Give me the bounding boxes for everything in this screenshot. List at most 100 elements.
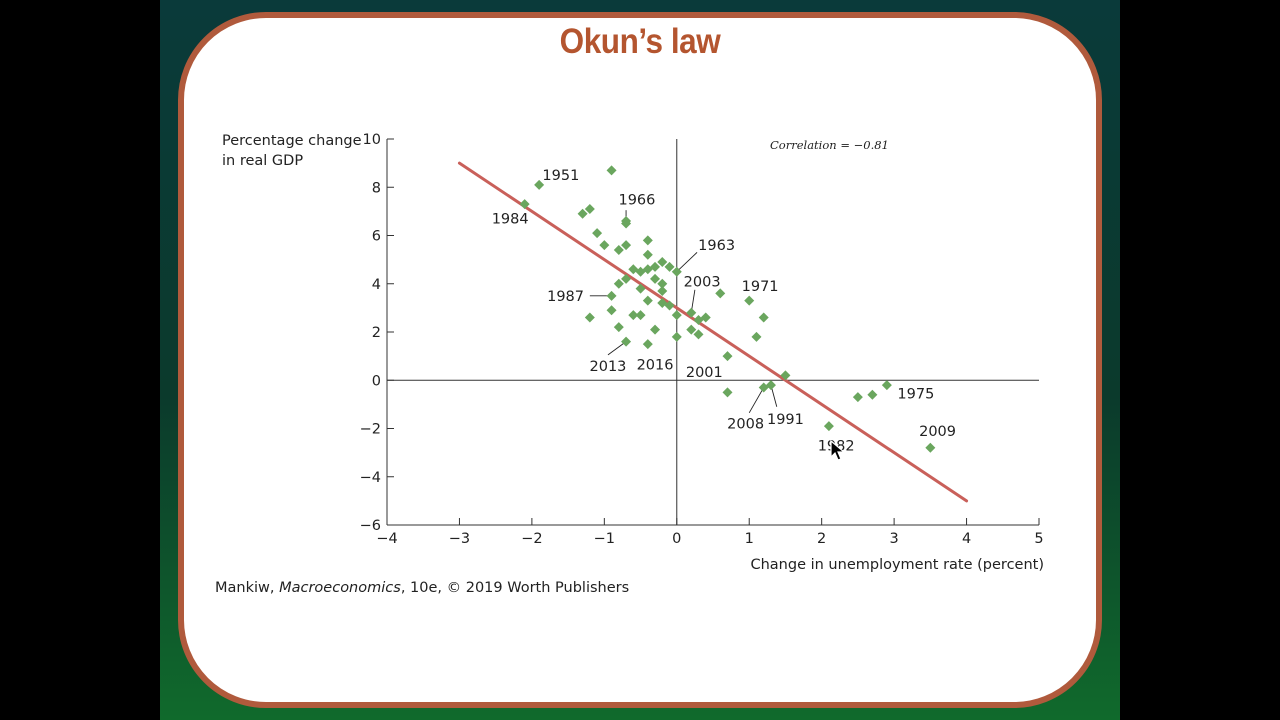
- data-point: [693, 329, 704, 340]
- data-point: [650, 324, 661, 335]
- data-point: [613, 278, 624, 289]
- data-point: [780, 370, 791, 381]
- y-axis-label-line2: in real GDP: [222, 153, 303, 169]
- data-point: [664, 300, 675, 311]
- data-point: [671, 266, 682, 277]
- mouse-cursor-icon: [830, 440, 846, 461]
- caption-author: Mankiw,: [215, 580, 280, 596]
- data-point: [823, 421, 834, 432]
- y-tick-label: −6: [360, 518, 381, 534]
- data-point: [657, 257, 668, 268]
- x-tick-label: 1: [745, 531, 754, 547]
- slide-frame: [178, 12, 1102, 708]
- data-point: [635, 310, 646, 321]
- year-label: 1966: [618, 192, 655, 208]
- year-label: 1975: [897, 387, 934, 403]
- data-point: [686, 307, 697, 318]
- data-point: [642, 295, 653, 306]
- year-labels-layer: 1951 1984 1966 1963 2003 1971 1987 2013 2016 2001…: [492, 168, 956, 454]
- data-points-layer: [519, 165, 936, 453]
- correlation-annotation: Correlation = −0.81: [770, 138, 889, 152]
- y-tick-label: −2: [360, 422, 381, 438]
- data-point: [606, 305, 617, 316]
- x-tick-label: −1: [594, 531, 615, 547]
- year-label: 2008: [727, 417, 764, 433]
- data-point: [642, 339, 653, 350]
- data-point: [613, 322, 624, 333]
- y-tick-label: 2: [372, 325, 381, 341]
- leader-line: [748, 387, 765, 414]
- y-tick-label: 4: [372, 277, 381, 293]
- data-point: [628, 310, 639, 321]
- y-tick-label: 0: [372, 373, 381, 389]
- x-axis-label: Change in unemployment rate (percent): [750, 557, 1044, 573]
- data-point: [686, 324, 697, 335]
- data-point: [758, 312, 769, 323]
- x-tick-label: 0: [672, 531, 681, 547]
- data-point: [621, 273, 632, 284]
- data-point: [642, 235, 653, 246]
- data-point: [664, 261, 675, 272]
- y-axis-label-line1: Percentage change: [222, 133, 362, 149]
- data-point: [852, 392, 863, 403]
- y-tick-label: 10: [363, 132, 381, 148]
- x-tick-label: 4: [962, 531, 971, 547]
- data-point: [671, 331, 682, 342]
- data-point: [584, 203, 595, 214]
- data-point: [592, 228, 603, 239]
- year-label: 2013: [590, 359, 627, 375]
- y-tick-label: −4: [360, 470, 381, 486]
- data-point: [722, 351, 733, 362]
- x-tick-label: −4: [376, 531, 397, 547]
- year-label: 1951: [542, 168, 579, 184]
- caption-edition: , 10e, © 2019 Worth Publishers: [400, 580, 630, 596]
- data-point: [657, 278, 668, 289]
- leader-line: [676, 252, 698, 273]
- year-label: 2003: [684, 274, 721, 290]
- year-label: 1971: [742, 279, 779, 295]
- slide-title: Okun’s law: [559, 22, 721, 61]
- source-caption: Mankiw, Macroeconomics, 10e, © 2019 Wort…: [215, 580, 629, 596]
- data-point: [534, 179, 545, 190]
- year-label: 2001: [686, 365, 723, 381]
- regression-line: [457, 161, 969, 503]
- data-point: [715, 288, 726, 299]
- data-point: [744, 295, 755, 306]
- year-label: 2009: [919, 424, 956, 440]
- y-tick-label: 8: [372, 180, 381, 196]
- data-point: [621, 336, 632, 347]
- year-label: 2016: [637, 358, 674, 374]
- data-point: [650, 273, 661, 284]
- x-tick-label: 5: [1034, 531, 1043, 547]
- year-label: 1984: [492, 212, 529, 228]
- data-point: [881, 380, 892, 391]
- data-point: [765, 380, 776, 391]
- data-point: [621, 240, 632, 251]
- data-point: [700, 312, 711, 323]
- data-point: [606, 290, 617, 301]
- regression-line-layer: [457, 161, 969, 503]
- x-tick-label: −3: [449, 531, 470, 547]
- y-tick-label: 6: [372, 229, 381, 245]
- data-point: [577, 208, 588, 219]
- data-point: [642, 249, 653, 260]
- data-point: [657, 285, 668, 296]
- data-point: [751, 331, 762, 342]
- x-tick-label: 3: [889, 531, 898, 547]
- data-point: [584, 312, 595, 323]
- data-point: [925, 442, 936, 453]
- leader-line: [607, 341, 627, 356]
- data-point: [722, 387, 733, 398]
- data-point: [613, 244, 624, 255]
- x-tick-label: 2: [817, 531, 826, 547]
- slide-background: Okun’s law: [160, 0, 1120, 720]
- year-label: 1963: [698, 238, 735, 254]
- data-point: [606, 165, 617, 176]
- x-tick-label: −2: [521, 531, 542, 547]
- data-point: [671, 310, 682, 321]
- data-point: [599, 240, 610, 251]
- year-label: 1987: [547, 289, 584, 305]
- data-point: [650, 261, 661, 272]
